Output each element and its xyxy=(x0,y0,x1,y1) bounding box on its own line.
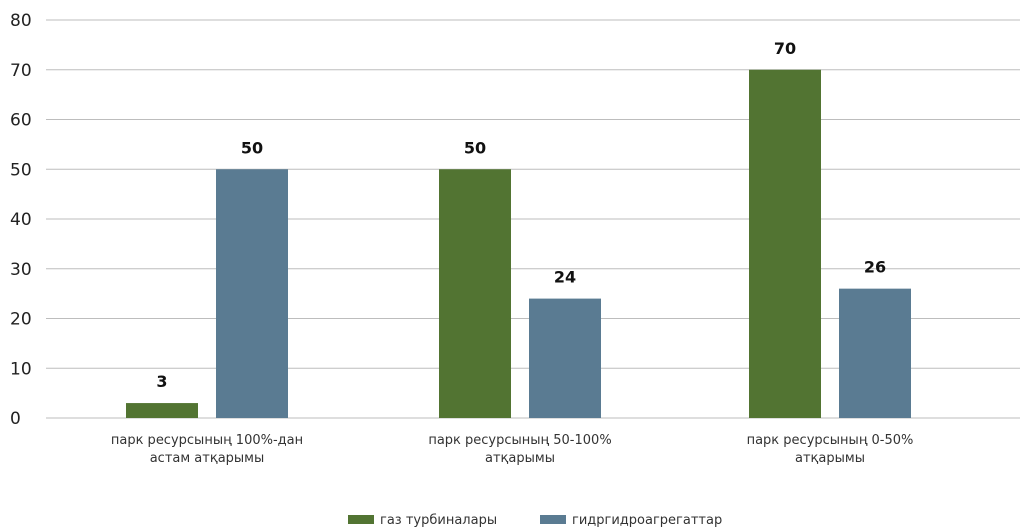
grid-lines xyxy=(46,19,1020,419)
bars xyxy=(126,69,911,418)
data-label: 3 xyxy=(156,372,167,391)
data-label: 26 xyxy=(864,258,886,277)
y-tick-label: 80 xyxy=(10,11,32,31)
data-labels: 3 50 50 24 70 26 xyxy=(156,39,886,391)
category-label: парк ресурсының 100%-дан xyxy=(111,433,303,448)
y-tick-label: 70 xyxy=(10,61,32,81)
category-label: парк ресурсының 0-50% xyxy=(747,433,914,448)
y-tick-label: 0 xyxy=(10,409,21,429)
y-tick-label: 10 xyxy=(10,359,32,379)
bar xyxy=(439,169,511,418)
category-label: атқарымы xyxy=(485,451,555,466)
bar xyxy=(839,288,911,418)
category-labels: парк ресурсының 100%-дан астам атқарымы па… xyxy=(111,433,914,466)
y-tick-label: 60 xyxy=(10,111,32,131)
legend-swatch xyxy=(540,515,566,524)
category-label: астам атқарымы xyxy=(150,451,265,466)
legend-label: газ турбиналары xyxy=(380,513,497,528)
category-label: атқарымы xyxy=(795,451,865,466)
y-tick-label: 30 xyxy=(10,260,32,280)
legend: газ турбиналары гидргидроагрегаттар xyxy=(348,513,722,528)
bar xyxy=(749,69,821,418)
bar xyxy=(126,403,198,418)
y-tick-label: 40 xyxy=(10,210,32,230)
bar xyxy=(529,298,601,418)
data-label: 50 xyxy=(464,138,486,157)
bar xyxy=(216,169,288,418)
data-label: 24 xyxy=(554,268,576,287)
legend-label: гидргидроагрегаттар xyxy=(572,513,722,528)
y-axis-ticks: 0 10 20 30 40 50 60 70 80 xyxy=(10,11,32,429)
data-label: 70 xyxy=(774,39,796,58)
y-tick-label: 20 xyxy=(10,310,32,330)
y-tick-label: 50 xyxy=(10,160,32,180)
category-label: парк ресурсының 50-100% xyxy=(428,433,611,448)
legend-swatch xyxy=(348,515,374,524)
data-label: 50 xyxy=(241,138,263,157)
